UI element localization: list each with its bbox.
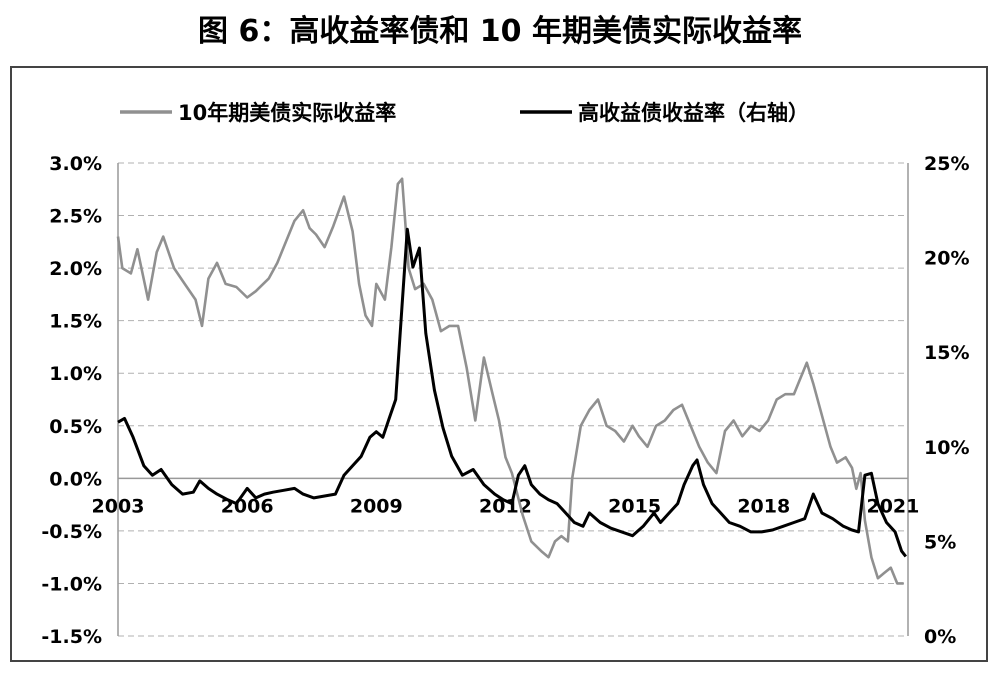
right-tick-label: 25%: [924, 153, 969, 175]
left-tick-label: 2.0%: [49, 258, 102, 280]
left-tick-label: -0.5%: [41, 521, 102, 543]
left-tick-label: 3.0%: [49, 153, 102, 175]
x-tick-label: 2012: [479, 495, 532, 517]
right-tick-label: 5%: [924, 531, 956, 553]
series-line-high-yield: [117, 227, 907, 558]
x-tick-label: 2003: [92, 495, 145, 517]
left-tick-label: 0.0%: [49, 468, 102, 490]
right-tick-label: 0%: [924, 626, 956, 648]
x-tick-label: 2018: [737, 495, 790, 517]
left-tick-label: -1.5%: [41, 626, 102, 648]
x-tick-label: 2009: [350, 495, 403, 517]
chart-frame: [10, 66, 988, 662]
legend-real-yield-label: 10年期美债实际收益率: [178, 101, 396, 125]
x-tick-label: 2006: [221, 495, 274, 517]
right-tick-label: 10%: [924, 437, 969, 459]
series-line-real-yield: [116, 177, 904, 585]
left-tick-label: 0.5%: [49, 416, 102, 438]
legend-high-yield-label: 高收益债收益率（右轴）: [578, 101, 809, 125]
left-tick-label: 1.5%: [49, 311, 102, 333]
left-tick-label: 1.0%: [49, 363, 102, 385]
x-tick-label: 2015: [608, 495, 661, 517]
left-tick-label: -1.0%: [41, 573, 102, 595]
chart-title: 图 6：高收益率债和 10 年期美债实际收益率: [198, 14, 802, 49]
right-tick-label: 20%: [924, 248, 969, 270]
x-tick-label: 2021: [866, 495, 919, 517]
right-tick-label: 15%: [924, 342, 969, 364]
left-tick-label: 2.5%: [49, 206, 102, 228]
